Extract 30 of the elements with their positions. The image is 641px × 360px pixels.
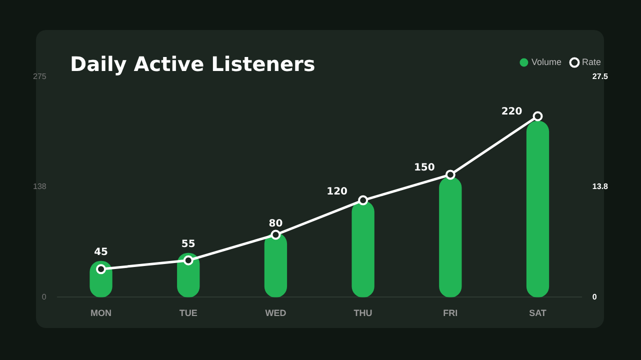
y2-tick-label: 13.8 (592, 182, 609, 191)
point (96, 264, 106, 274)
x-tick-label: MON (90, 308, 112, 318)
y2-tick-label: 27.5 (592, 72, 609, 82)
y2-tick-label: 0 (592, 292, 598, 302)
y-tick-label: 138 (32, 182, 47, 191)
x-tick-label: SAT (529, 308, 547, 318)
point (532, 111, 543, 122)
point (270, 230, 281, 240)
x-tick-label: THU (354, 308, 372, 318)
legend-label: Rate (582, 56, 602, 67)
bar (352, 200, 374, 298)
y-tick-label: 275 (32, 72, 47, 82)
bar (439, 176, 462, 298)
text: 80 (268, 218, 283, 230)
text: 150 (414, 162, 435, 174)
point (445, 170, 456, 180)
x-tick-label: TUE (179, 308, 198, 318)
text: 45 (94, 246, 108, 258)
x-tick-label: WED (265, 308, 287, 318)
bar (526, 120, 550, 298)
point (183, 255, 194, 266)
y-tick-label: 0 (42, 292, 47, 302)
legend-label: Volume (531, 56, 562, 67)
text: 220 (501, 106, 522, 118)
text: 55 (181, 238, 196, 250)
x-tick-label: FRI (443, 308, 458, 318)
point (358, 195, 368, 206)
chart-title: Daily Active Listeners (70, 52, 316, 76)
text: 120 (326, 186, 348, 198)
